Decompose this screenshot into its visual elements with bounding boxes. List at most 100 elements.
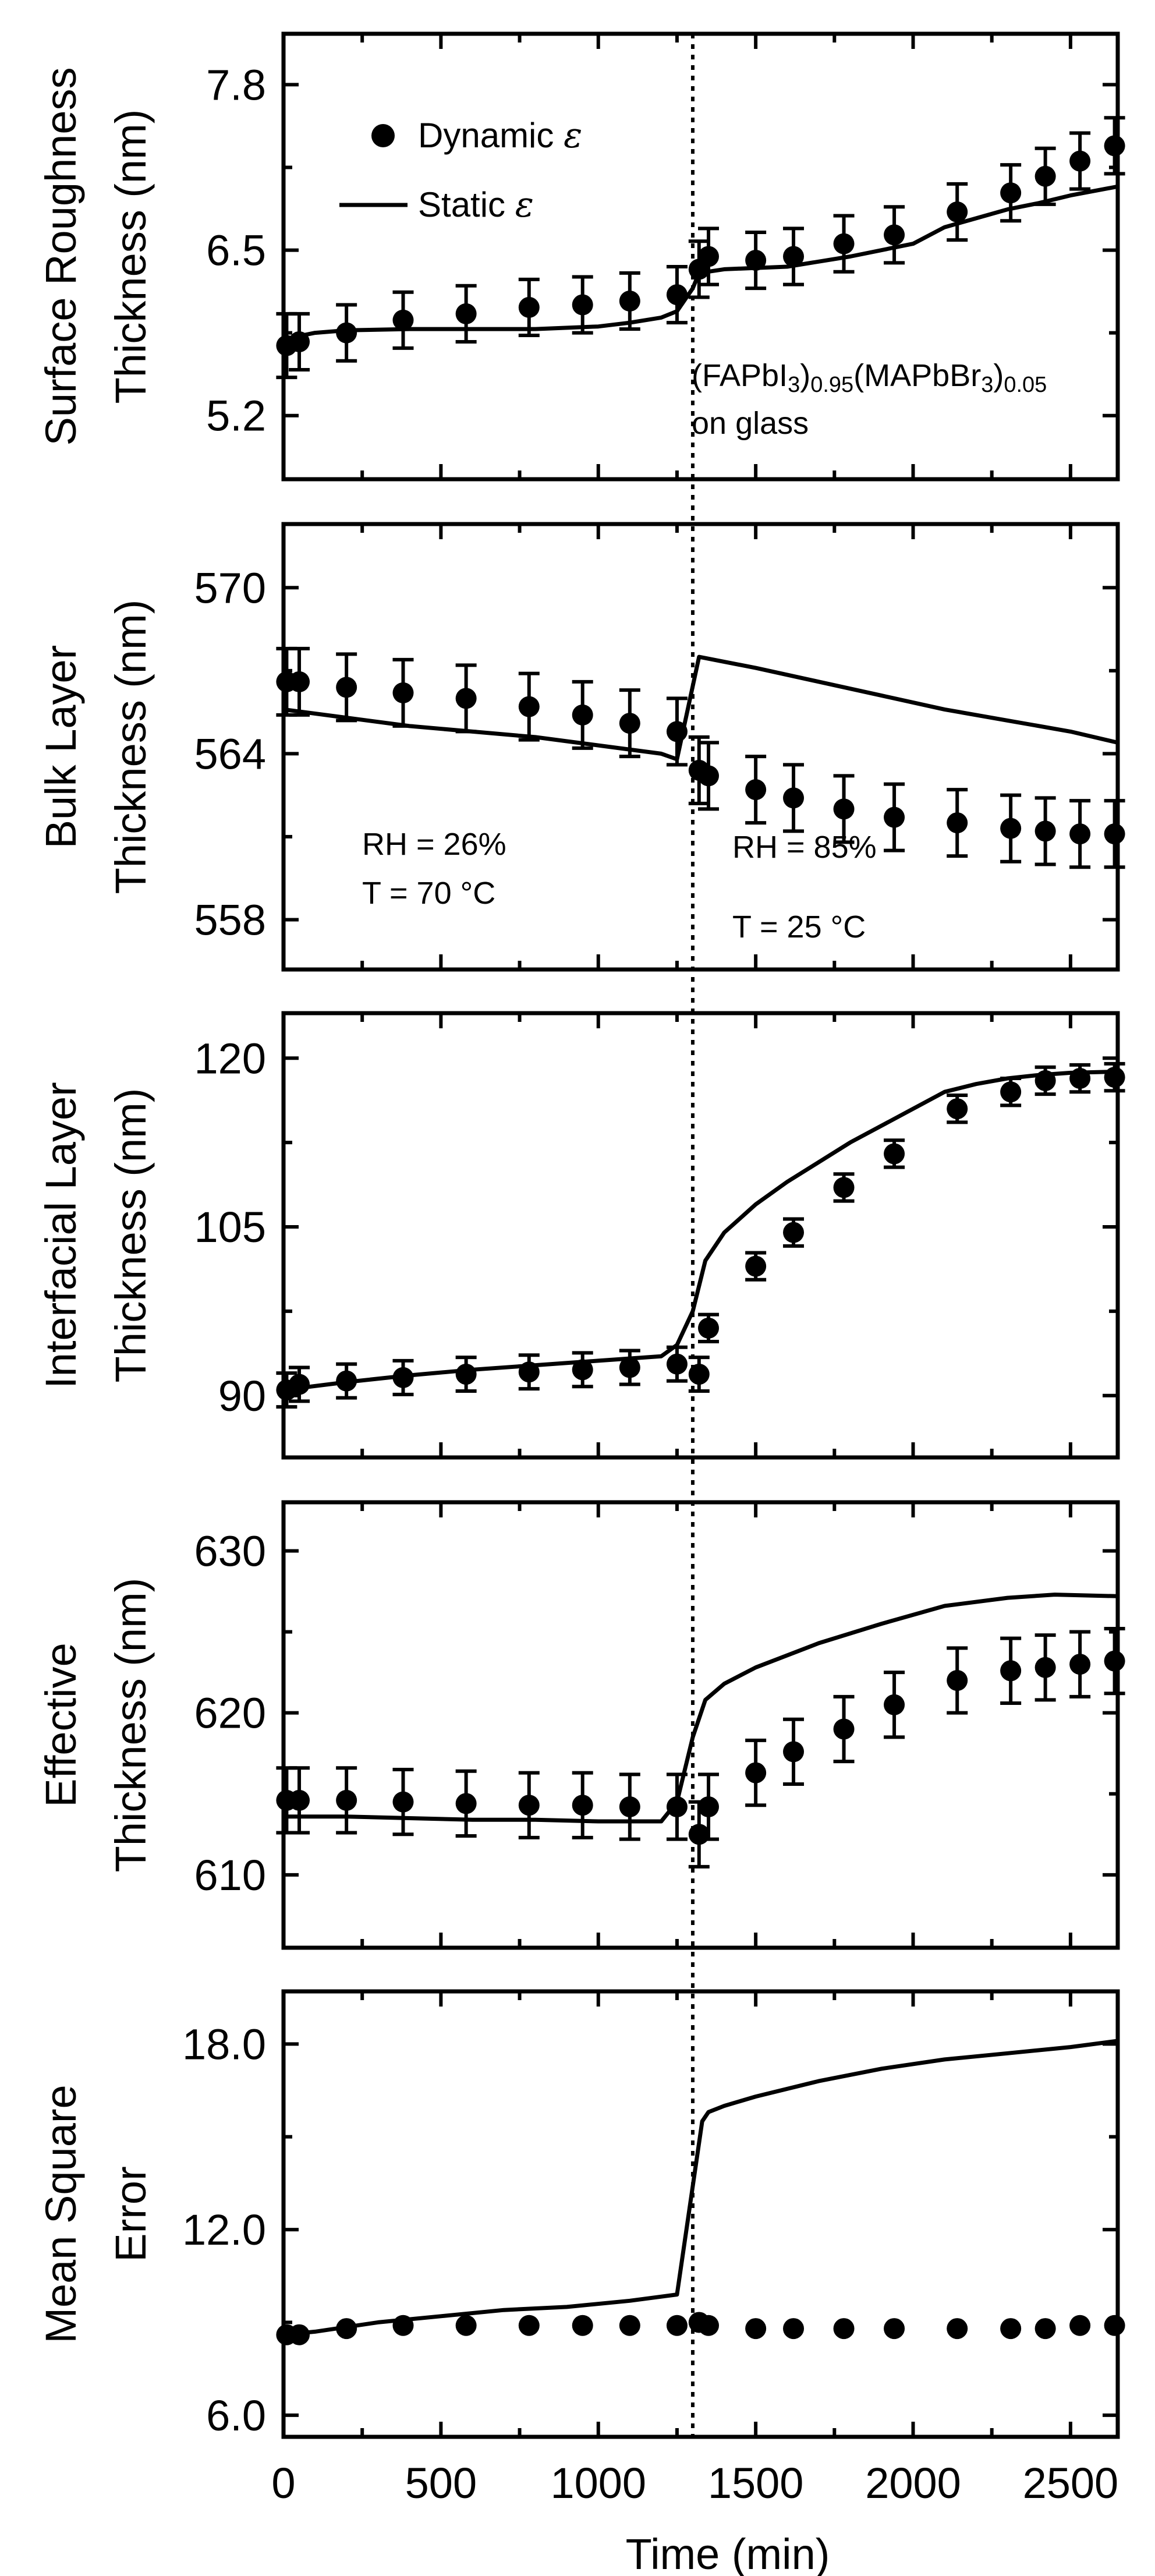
y-tick-label: 558 [194,896,266,944]
right-temp-label: T = 25 °C [732,910,866,944]
dynamic-eps-point [745,1762,767,1784]
dynamic-eps-point [833,798,855,820]
dynamic-eps-point [289,1374,310,1395]
left-temp-label: T = 70 °C [362,876,495,911]
dynamic-eps-point [1069,823,1091,845]
dynamic-eps-point [698,1796,720,1817]
x-tick-label: 500 [405,2459,477,2507]
y-tick-label: 564 [194,730,266,778]
panel-effective: 610 620 630 Effective Thickness (nm) [37,1500,1125,1950]
dynamic-eps-point [455,1793,477,1814]
material-formula: (FAPbI3)0.95(MAPbBr3)0.05 [692,358,1047,397]
dynamic-eps-point [572,294,593,316]
dynamic-eps-point [698,1317,720,1339]
static-eps-line [283,1069,1118,1392]
static-eps-line [284,1593,1118,1824]
dynamic-eps-point [783,2318,805,2340]
dynamic-eps-point [392,682,414,703]
dynamic-eps-point [572,1795,593,1816]
y-axis-label: Effective Thickness (nm) [37,1578,155,1873]
x-tick-label: 1500 [708,2459,804,2507]
x-tick-label: 1000 [550,2459,646,2507]
dynamic-eps-point [455,1364,477,1385]
panel-mse: 6.0 12.0 18.0 Mean Square Error [37,1989,1125,2440]
dynamic-eps-point [833,1718,855,1740]
y-tick-label: 6.5 [206,227,266,275]
dynamic-eps-point [336,1789,357,1811]
dynamic-eps-point [1034,2318,1056,2340]
dynamic-eps-point [884,806,905,828]
dynamic-eps-point [745,1255,767,1277]
dynamic-eps-point [884,1143,905,1165]
y-tick-label: 620 [194,1689,266,1738]
static-eps-line [283,2039,1118,2337]
legend-static-label: Static ε [418,185,534,225]
left-rh-label: RH = 26% [362,827,506,862]
dynamic-eps-point [619,291,640,312]
dynamic-eps-point [833,1177,855,1198]
dynamic-eps-point [666,284,688,306]
y-axis-label: Surface Roughness Thickness (nm) [37,68,155,446]
dynamic-eps-point [1034,1657,1056,1678]
legend-dynamic-label: Dynamic ε [418,115,582,156]
dynamic-eps-point [947,1670,968,1691]
dynamic-eps-point [518,2315,540,2336]
dynamic-eps-point [518,296,540,318]
y-tick-label: 6.0 [206,2391,266,2440]
dynamic-eps-point [619,1796,640,1817]
static-eps-line [283,654,1118,762]
dynamic-eps-point [833,2318,855,2340]
legend-dynamic-marker [371,124,395,147]
y-tick-label: 5.2 [206,392,266,440]
dynamic-eps-point [698,2315,720,2336]
y-axis-label: Mean Square Error [37,2085,155,2343]
dynamic-eps-point [518,696,540,717]
dynamic-eps-point [572,1359,593,1381]
dynamic-eps-point [1034,165,1056,187]
y-tick-label: 570 [194,564,266,612]
dynamic-eps-point [289,1789,310,1811]
x-tick-label: 0 [271,2459,295,2507]
dynamic-eps-point [745,779,767,801]
panel-frame [281,1989,1120,2439]
panel-frame [281,1011,1120,1460]
y-axis-label: Bulk Layer Thickness (nm) [37,600,155,894]
y-tick-label: 610 [194,1851,266,1899]
dynamic-eps-point [336,322,357,344]
dynamic-eps-point [1104,823,1125,845]
material-label: (FAPbI3)0.95(MAPbBr3)0.05 on glass [692,358,1047,441]
panel-interfacial: 90 105 120 Interfacial Layer Thickness (nm) [37,1011,1125,1460]
y-tick-label: 630 [194,1527,266,1575]
x-tick-label: 2500 [1023,2459,1119,2507]
dynamic-eps-point [1069,150,1091,172]
dynamic-eps-point [1000,1660,1022,1682]
dynamic-eps-point [455,303,477,324]
material-substrate: on glass [692,406,809,441]
dynamic-eps-point [666,1353,688,1375]
panels-layer: 5.2 6.5 7.8 Surface Roughness Thickness (nm)… [37,31,1125,2440]
y-tick-label: 18.0 [182,2020,266,2068]
dynamic-eps-point [947,2318,968,2340]
conditions-labels: RH = 26% T = 70 °C RH = 85% T = 25 °C [362,827,877,944]
dynamic-eps-point [783,246,805,267]
dynamic-eps-point [947,812,968,834]
y-tick-label: 7.8 [206,61,266,109]
x-axis-label: Time (min) [626,2530,830,2576]
panel-frame [281,1500,1120,1950]
dynamic-eps-point [289,671,310,692]
panel-bulk: 558 564 570 Bulk Layer Thickness (nm) [37,522,1125,972]
dynamic-eps-point [1104,2315,1125,2336]
dynamic-eps-point [392,1791,414,1813]
x-tick-label: 2000 [865,2459,961,2507]
right-rh-label: RH = 85% [732,830,877,865]
dynamic-eps-point [1069,1654,1091,1675]
dynamic-eps-point [1104,135,1125,157]
dynamic-eps-point [455,2315,477,2336]
x-tick-labels: 0 500 1000 1500 2000 2500 [271,2459,1118,2507]
static-eps-line [283,184,1118,342]
dynamic-eps-point [745,2318,767,2340]
dynamic-eps-point [1104,1650,1125,1672]
dynamic-eps-point [833,233,855,254]
legend: Dynamic ε Static ε [339,115,582,225]
dynamic-eps-point [336,677,357,698]
